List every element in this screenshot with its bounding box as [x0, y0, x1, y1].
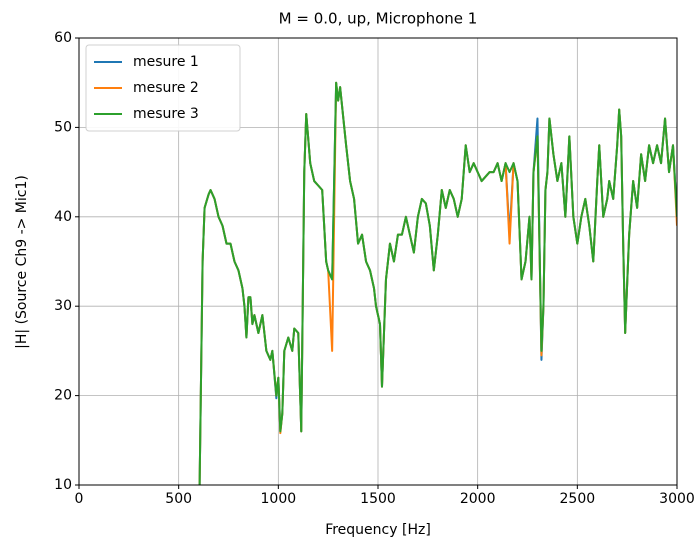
y-tick-label: 40	[54, 209, 72, 225]
x-axis-label: Frequency [Hz]	[325, 522, 431, 538]
legend-label: mesure 1	[133, 54, 199, 70]
y-tick-label: 50	[54, 119, 72, 135]
y-axis-label: |H| (Source Ch9 -> Mic1)	[14, 175, 30, 349]
x-tick-label: 500	[165, 491, 192, 507]
legend-label: mesure 3	[133, 106, 199, 122]
y-tick-label: 10	[54, 477, 72, 493]
legend-box	[85, 44, 241, 132]
plot-frame	[78, 37, 678, 486]
series-line	[198, 81, 677, 485]
plot-lines	[198, 81, 677, 485]
x-tick-label: 0	[75, 491, 84, 507]
legend-label: mesure 2	[133, 80, 199, 96]
series-line	[198, 81, 677, 485]
y-tick-label: 20	[54, 388, 72, 404]
y-tick-label: 60	[54, 30, 72, 46]
legend: mesure 1 mesure 2 mesure 3	[85, 44, 241, 132]
x-tick-label: 3000	[659, 491, 695, 507]
series-line	[198, 81, 677, 485]
x-tick-label: 2000	[460, 491, 496, 507]
x-tick-label: 1500	[360, 491, 396, 507]
chart-title: M = 0.0, up, Microphone 1	[279, 10, 478, 28]
x-tick-label: 2500	[560, 491, 596, 507]
x-tick-label: 1000	[261, 491, 297, 507]
y-tick-label: 30	[54, 298, 72, 314]
